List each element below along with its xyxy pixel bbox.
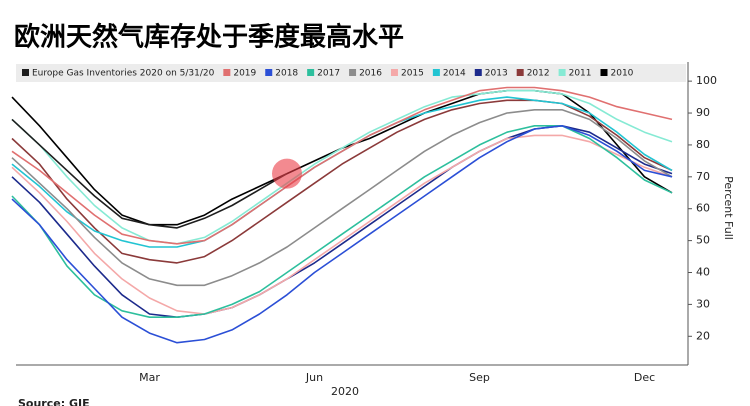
y-tick-label: 80	[696, 138, 710, 151]
series-line	[11, 89, 673, 226]
series-line	[11, 109, 673, 287]
y-axis-label: Percent Full	[722, 176, 735, 240]
legend-label: 2011	[569, 69, 592, 79]
series-line	[11, 96, 673, 248]
series-line	[11, 134, 673, 315]
y-tick-label: 100	[696, 74, 717, 87]
legend-swatch	[265, 69, 273, 76]
legend-label: 2017	[317, 69, 340, 79]
legend-swatch	[432, 69, 440, 76]
y-tick-label: 30	[696, 297, 710, 310]
y-tick-label: 40	[696, 266, 710, 279]
legend-label: 2013	[485, 69, 508, 79]
legend-label: 2018	[275, 69, 298, 79]
x-tick-label: Jun	[305, 371, 323, 384]
x-tick-label: Sep	[469, 371, 490, 384]
legend-label: 2019	[233, 69, 256, 79]
legend-swatch	[516, 69, 524, 76]
chart-title: 欧洲天然气库存处于季度最高水平	[14, 22, 404, 53]
legend-swatch	[474, 69, 482, 76]
legend-label: 2015	[401, 69, 424, 79]
series-line	[11, 86, 673, 245]
series-line	[11, 125, 673, 344]
legend-swatch	[390, 69, 398, 76]
legend-label: 2016	[359, 69, 382, 79]
legend-label: 2010	[611, 69, 634, 79]
legend-swatch	[558, 69, 566, 76]
series-line	[11, 99, 673, 264]
x-axis-label: 2020	[331, 385, 359, 398]
legend-label: Europe Gas Inventories 2020 on 5/31/20	[32, 69, 215, 79]
series-line	[11, 125, 673, 319]
legend-swatch	[307, 69, 315, 76]
y-tick-label: 50	[696, 234, 710, 247]
series-line	[11, 125, 673, 319]
legend-swatch	[22, 69, 29, 76]
legend-label: 2012	[527, 69, 550, 79]
legend-swatch	[223, 69, 231, 76]
legend-swatch	[600, 69, 608, 76]
x-tick-label: Mar	[139, 371, 160, 384]
y-tick-label: 20	[696, 329, 710, 342]
y-tick-label: 70	[696, 170, 710, 183]
legend-swatch	[349, 69, 357, 76]
y-tick-label: 90	[696, 106, 710, 119]
series-line	[11, 118, 288, 229]
x-tick-label: Dec	[634, 371, 655, 384]
highlight-marker	[272, 158, 302, 189]
series-line	[11, 89, 673, 245]
source: Source: GIE	[18, 397, 90, 406]
legend-label: 2014	[443, 69, 466, 79]
y-tick-label: 60	[696, 202, 710, 215]
